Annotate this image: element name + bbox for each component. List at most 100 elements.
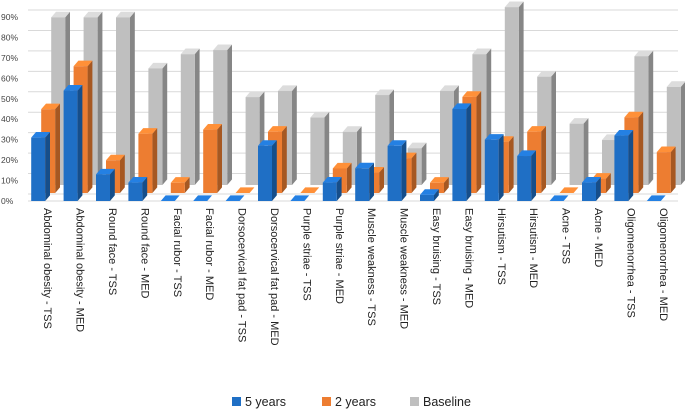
bar-front-face <box>375 95 390 185</box>
category-label-hirsutism-med: Hirsutism - MED <box>527 208 539 288</box>
category-label-abdominal-obesity-tss: Abdominal obesity - TSS <box>41 208 53 329</box>
bar-top-face <box>310 111 330 118</box>
bar-side-face <box>282 126 287 193</box>
legend-swatch <box>410 397 419 406</box>
bar-top-face <box>517 150 536 157</box>
bar-side-face <box>45 132 50 201</box>
y-tick-label: 0% <box>1 196 14 206</box>
bar-2-years-dorsocervical-fat-pad-tss <box>235 187 255 193</box>
bar-side-face <box>194 48 200 185</box>
category-label-purple-striae-med: Purple striae - MED <box>333 208 345 304</box>
category-label-dorsocervical-fat-pad-med: Dorsocervical fat pad - MED <box>268 208 280 346</box>
bar-side-face <box>401 140 407 201</box>
bar-side-face <box>551 71 556 185</box>
bar-side-face <box>152 128 158 193</box>
bar-5-years-muscle-weakness-med <box>387 140 407 201</box>
category-label-round-face-med: Round face - MED <box>138 208 150 299</box>
category-label-round-face-tss: Round face - TSS <box>106 208 118 295</box>
bar-top-face <box>245 91 265 98</box>
bar-side-face <box>77 85 83 201</box>
bar-side-face <box>466 103 472 201</box>
bar-top-face <box>128 177 148 183</box>
bar-front-face <box>517 156 532 201</box>
bar-5-years-abdominal-obesity-tss <box>31 132 50 201</box>
bar-5-years-purple-striae-med <box>322 177 342 201</box>
category-label-easy-bruising-med: Easy bruising - MED <box>462 208 474 308</box>
bar-side-face <box>541 126 546 193</box>
bar-side-face <box>411 152 417 193</box>
bar-top-face <box>235 187 255 193</box>
bar-front-face <box>245 97 260 185</box>
bar-top-face <box>63 85 83 91</box>
legend-label: 2 years <box>335 395 376 409</box>
bar-side-face <box>421 142 427 185</box>
bar-5-years-dorsocervical-fat-pad-med <box>258 140 277 201</box>
bar-side-face <box>476 91 482 193</box>
bar-side-face <box>162 62 168 185</box>
bar-baseline-acne-tss <box>569 118 589 185</box>
bar-5-years-acne-tss <box>549 195 569 201</box>
bar-side-face <box>498 134 504 201</box>
bar-5-years-acne-med <box>582 177 601 201</box>
category-label-acne-med: Acne - MED <box>592 208 604 267</box>
bar-5-years-dorsocervical-fat-pad-tss <box>225 195 245 201</box>
category-label-purple-striae-tss: Purple striae - TSS <box>300 208 312 301</box>
bar-side-face <box>434 189 439 201</box>
bar-top-face <box>138 128 158 134</box>
category-label-muscle-weakness-med: Muscle weakness - MED <box>398 208 410 329</box>
bar-side-face <box>97 11 103 186</box>
bar-side-face <box>628 129 634 201</box>
bar-side-face <box>130 11 135 186</box>
bar-front-face <box>116 17 130 185</box>
bar-front-face <box>258 145 272 201</box>
bar-top-face <box>203 124 222 130</box>
bar-top-face <box>31 132 50 138</box>
bar-front-face <box>170 182 185 193</box>
bar-2-years-acne-tss <box>559 187 579 193</box>
y-tick-label: 80% <box>1 32 18 42</box>
bar-5-years-abdominal-obesity-med <box>63 85 83 201</box>
bar-front-face <box>452 109 467 201</box>
bar-2-years-oligomenorrhea-med <box>656 146 676 193</box>
bar-side-face <box>110 168 115 201</box>
bar-2-years-purple-striae-tss <box>300 187 320 193</box>
category-labels: Abdominal obesity - TSS Abdominal obesity… <box>41 208 669 346</box>
bar-top-face <box>342 126 362 132</box>
bar-front-face <box>310 117 325 185</box>
category-label-facial-rubor-med: Facial rubor - MED <box>203 208 215 300</box>
bar-top-face <box>537 71 556 77</box>
bar-top-face <box>646 195 666 201</box>
bar-side-face <box>292 85 297 185</box>
legend-label: Baseline <box>423 395 471 409</box>
bar-side-face <box>518 1 524 185</box>
y-tick-label: 40% <box>1 114 18 124</box>
category-label-hirsutism-tss: Hirsutism - TSS <box>495 208 507 285</box>
legend-swatch <box>232 397 241 406</box>
bar-top-face <box>96 168 115 175</box>
bar-top-face <box>569 118 589 124</box>
bar-5-years-purple-striae-tss <box>290 195 310 201</box>
bar-5-years-round-face-med <box>128 177 148 201</box>
bar-top-face <box>666 81 685 87</box>
bar-top-face <box>387 140 407 146</box>
bar-side-face <box>184 177 190 193</box>
bar-side-face <box>606 173 611 193</box>
bar-side-face <box>638 111 644 193</box>
bar-top-face <box>440 85 459 91</box>
category-label-oligomenorrhea-med: Oligomenorrhea - MED <box>657 208 669 321</box>
bar-top-face <box>213 44 232 51</box>
bar-side-face <box>55 103 60 193</box>
y-tick-label: 20% <box>1 155 18 165</box>
bar-top-face <box>160 195 180 201</box>
bar-top-face <box>549 195 569 201</box>
bar-front-face <box>582 182 596 201</box>
category-label-dorsocervical-fat-pad-tss: Dorsocervical fat pad - TSS <box>236 208 248 342</box>
category-label-oligomenorrhea-tss: Oligomenorrhea - TSS <box>624 208 636 318</box>
bar-top-face <box>614 129 634 136</box>
bar-side-face <box>379 166 384 193</box>
bar-top-face <box>41 103 60 110</box>
bar-side-face <box>120 154 125 193</box>
bar-top-face <box>407 142 427 149</box>
